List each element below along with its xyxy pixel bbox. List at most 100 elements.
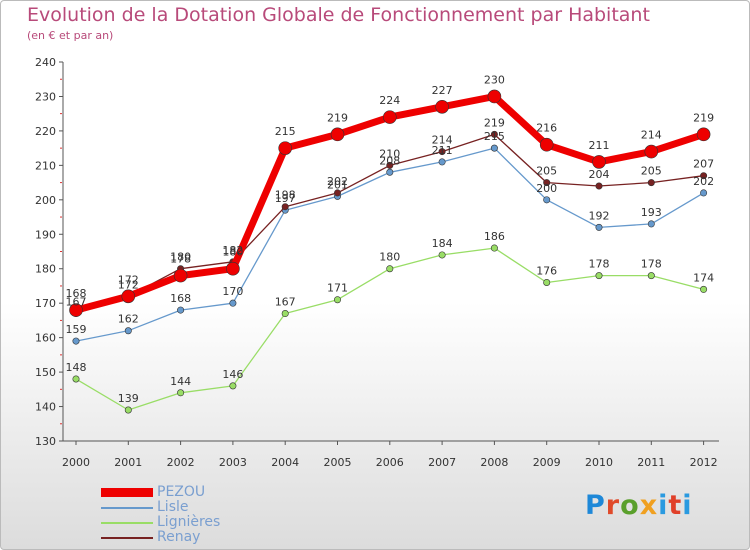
data-point-pezou (644, 144, 659, 159)
data-label-pezou: 230 (484, 73, 505, 86)
data-point-lignieres (386, 265, 394, 273)
data-label-renay: 198 (275, 189, 296, 202)
chart-subtitle: (en € et par an) (27, 29, 114, 42)
data-point-pezou (173, 268, 188, 283)
data-label-lisle: 211 (432, 144, 453, 157)
data-point-lignieres (124, 406, 132, 414)
x-tick-label: 2012 (690, 456, 718, 469)
y-tick-label: 140 (35, 401, 56, 414)
data-label-lisle: 168 (170, 292, 191, 305)
y-tick-label: 180 (35, 263, 56, 276)
data-label-renay: 167 (66, 296, 87, 309)
data-point-pezou (539, 137, 554, 152)
data-label-renay: 202 (327, 175, 348, 188)
data-point-lisle (647, 220, 655, 228)
data-point-pezou (278, 141, 293, 155)
logo-letter: o (620, 490, 640, 521)
data-label-lignieres: 176 (536, 265, 557, 278)
data-label-lignieres: 148 (66, 361, 87, 374)
data-label-lignieres: 186 (484, 230, 505, 243)
x-tick-label: 2006 (376, 456, 404, 469)
y-tick-label: 130 (35, 435, 56, 448)
legend-swatch-renay (101, 536, 153, 539)
data-label-lignieres: 174 (693, 271, 714, 284)
legend-swatch-lisle (101, 506, 153, 509)
legend-label: Lignières (157, 514, 221, 530)
data-label-pezou: 219 (693, 111, 714, 124)
data-point-lisle (438, 158, 446, 166)
data-label-renay: 182 (222, 244, 243, 257)
data-label-renay: 204 (589, 168, 610, 181)
y-tick-label: 230 (35, 90, 56, 103)
data-label-renay: 205 (536, 165, 557, 178)
x-tick-label: 2004 (271, 456, 299, 469)
data-point-pezou (435, 99, 449, 114)
data-point-lignieres (647, 272, 655, 280)
data-label-lignieres: 184 (432, 237, 453, 250)
data-label-pezou: 180 (222, 246, 243, 259)
chart-legend: PEZOU Lisle Lignières Renay (101, 485, 220, 545)
data-label-renay: 210 (379, 147, 400, 160)
data-label-lisle: 202 (693, 175, 714, 188)
data-label-lignieres: 139 (118, 392, 139, 405)
data-label-lignieres: 171 (327, 282, 348, 295)
legend-swatch-lignieres (101, 521, 153, 524)
data-label-renay: 205 (641, 165, 662, 178)
data-point-renay (490, 130, 498, 138)
data-point-lignieres (333, 296, 341, 304)
data-label-pezou: 215 (275, 125, 296, 138)
data-label-lignieres: 180 (379, 251, 400, 264)
data-point-lignieres (595, 272, 603, 280)
y-tick-label: 240 (35, 56, 56, 69)
legend-item-lisle: Lisle (101, 500, 220, 515)
data-label-pezou: 216 (536, 122, 557, 135)
data-point-lisle (490, 144, 498, 152)
x-tick-label: 2005 (324, 456, 352, 469)
y-tick-label: 160 (35, 332, 56, 345)
data-point-lisle (177, 306, 185, 314)
legend-label: Renay (157, 529, 201, 545)
data-label-lisle: 197 (275, 192, 296, 205)
data-label-lisle: 192 (589, 209, 610, 222)
y-tick-label: 170 (35, 297, 56, 310)
data-point-renay (595, 182, 603, 190)
data-point-lignieres (543, 279, 551, 287)
logo-letter: x (639, 490, 659, 521)
proxiti-logo: Proxiti (585, 490, 693, 521)
y-tick-label: 150 (35, 366, 56, 379)
data-point-pezou (121, 289, 136, 304)
data-point-renay (333, 189, 341, 197)
legend-item-lignieres: Lignières (101, 515, 220, 530)
data-label-pezou: 172 (118, 273, 139, 286)
data-label-renay: 180 (170, 251, 191, 264)
data-point-lisle (595, 223, 603, 231)
data-label-lisle: 208 (379, 154, 400, 167)
data-label-pezou: 211 (589, 139, 610, 152)
y-tick-label: 200 (35, 194, 56, 207)
legend-swatch-pezou (101, 488, 153, 497)
data-label-pezou: 178 (170, 253, 191, 266)
logo-letter: P (585, 490, 606, 521)
data-label-lignieres: 178 (641, 258, 662, 271)
data-label-lignieres: 167 (275, 296, 296, 309)
data-label-lignieres: 178 (589, 258, 610, 271)
x-tick-label: 2003 (219, 456, 247, 469)
data-point-lisle (543, 196, 551, 204)
logo-letter: r (605, 490, 621, 521)
x-tick-label: 2007 (428, 456, 456, 469)
data-point-lignieres (438, 251, 446, 259)
data-point-renay (700, 172, 708, 180)
data-point-lignieres (229, 382, 237, 390)
data-point-renay (281, 203, 289, 211)
data-label-pezou: 219 (327, 111, 348, 124)
data-point-pezou (487, 89, 502, 104)
data-label-pezou: 224 (379, 94, 400, 107)
legend-item-pezou: PEZOU (101, 485, 220, 500)
y-tick-label: 210 (35, 159, 56, 172)
data-point-pezou (382, 110, 397, 124)
legend-label: Lisle (157, 499, 189, 515)
y-tick-label: 190 (35, 228, 56, 241)
legend-item-renay: Renay (101, 530, 220, 545)
data-point-pezou (696, 127, 711, 142)
